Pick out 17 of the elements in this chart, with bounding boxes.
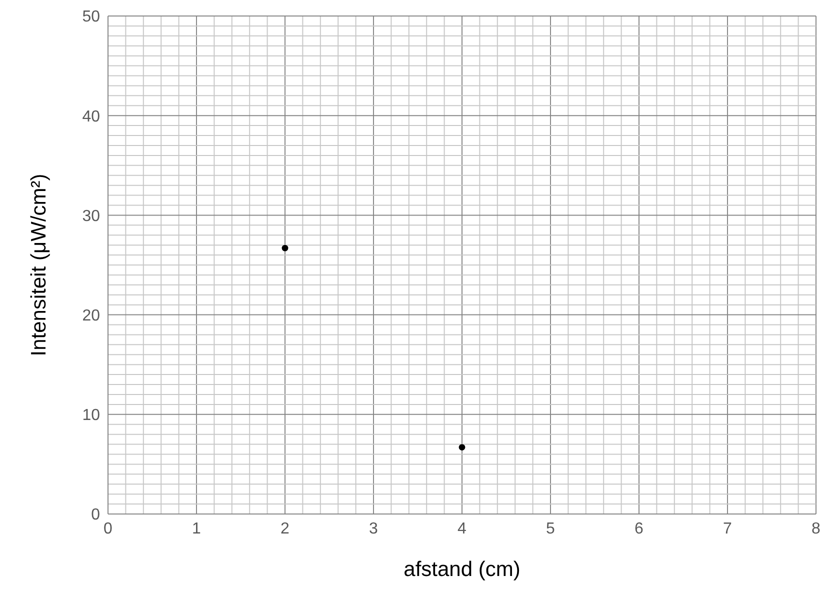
y-tick-label: 10 xyxy=(82,407,100,424)
x-tick-label: 4 xyxy=(458,520,467,538)
x-tick-label: 5 xyxy=(546,520,556,538)
y-tick-label: 40 xyxy=(82,108,100,126)
x-tick-label: 1 xyxy=(192,520,202,538)
x-tick-label: 2 xyxy=(280,520,290,538)
y-tick-label: 50 xyxy=(82,8,100,26)
x-tick-label: 0 xyxy=(104,520,113,538)
x-tick-label: 7 xyxy=(723,520,732,538)
y-tick-label: 0 xyxy=(91,506,100,524)
x-tick-label: 8 xyxy=(812,520,821,538)
y-tick-label: 20 xyxy=(82,307,100,324)
y-axis-title: Intensiteit (μW/cm²) xyxy=(27,174,50,356)
y-tick-label: 30 xyxy=(82,208,100,225)
x-tick-label: 3 xyxy=(369,520,378,538)
x-axis-title: afstand (cm) xyxy=(404,558,520,581)
x-tick-label: 6 xyxy=(634,520,644,538)
